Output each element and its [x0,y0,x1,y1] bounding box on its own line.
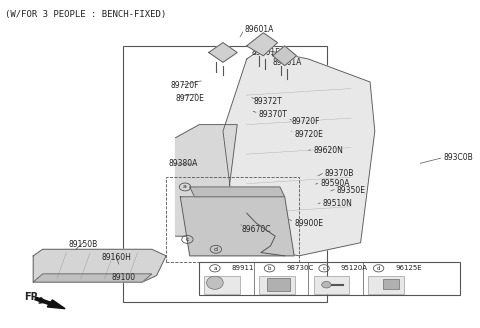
Text: 89601A: 89601A [244,25,274,34]
Text: c: c [186,237,189,242]
Polygon shape [180,197,294,256]
Text: a: a [213,266,216,271]
Text: 89350E: 89350E [337,186,366,195]
Polygon shape [190,187,285,197]
Text: d: d [214,247,218,252]
Text: 89150B: 89150B [69,240,97,249]
Bar [199,262,460,295]
Text: 89372T: 89372T [254,97,283,106]
Text: 89620N: 89620N [313,146,343,155]
Bar [384,279,399,289]
Text: 89670C: 89670C [242,225,272,234]
Text: 89590A: 89590A [320,179,350,188]
Text: FR.: FR. [24,292,42,302]
Text: 89100: 89100 [111,273,135,282]
Text: 89601E: 89601E [252,48,280,57]
Polygon shape [247,33,277,56]
Text: c: c [323,266,325,271]
Text: (W/FOR 3 PEOPLE : BENCH-FIXED): (W/FOR 3 PEOPLE : BENCH-FIXED) [5,10,166,19]
Text: 89720F: 89720F [292,117,320,126]
Text: b: b [268,266,271,271]
Text: 98730C: 98730C [286,265,313,271]
Bar [266,278,290,291]
Polygon shape [33,249,166,282]
Text: 89380A: 89380A [168,159,198,169]
Text: d: d [377,266,380,271]
Polygon shape [176,125,237,236]
Text: 89911: 89911 [231,265,254,271]
Text: 893C0B: 893C0B [444,153,473,162]
Bar [204,276,240,294]
Text: 89370B: 89370B [325,169,354,178]
Text: 89900E: 89900E [294,218,323,228]
Text: 95120A: 95120A [341,265,368,271]
Ellipse shape [206,276,223,289]
Bar [123,46,327,302]
Text: 96125E: 96125E [395,265,422,271]
Bar [259,276,295,294]
Polygon shape [223,49,375,256]
Bar [313,276,349,294]
Polygon shape [33,274,152,282]
Text: 89720E: 89720E [176,94,204,103]
Text: 89370T: 89370T [259,110,288,119]
Circle shape [322,281,331,288]
Text: a: a [183,184,187,190]
Text: 89720F: 89720F [171,81,199,90]
Bar [368,276,404,294]
Polygon shape [273,46,297,66]
Text: 89510N: 89510N [323,199,352,208]
Text: 89601A: 89601A [273,58,302,67]
Polygon shape [209,43,237,62]
Text: 89720E: 89720E [294,130,323,139]
FancyArrow shape [35,297,65,309]
Text: 89160H: 89160H [101,253,131,262]
